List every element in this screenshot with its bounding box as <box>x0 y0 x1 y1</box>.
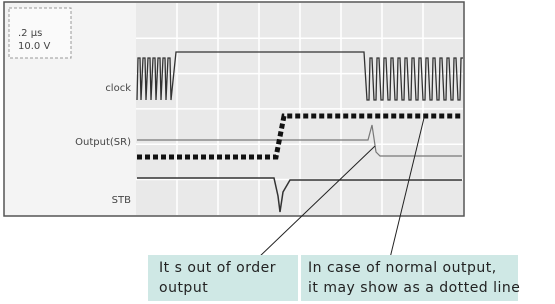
figure: .2 μs 10.0 V clock Output(SR) STB It s o… <box>0 0 555 304</box>
channel-label: STB <box>112 195 131 206</box>
annotation-text: output <box>159 280 208 296</box>
timebase: .2 μs <box>18 28 42 39</box>
page: .2 μs 10.0 V clock Output(SR) STB It s o… <box>0 0 555 304</box>
annotation-text: It s out of order <box>159 260 276 276</box>
annotation-text: it may show as a dotted line <box>308 280 520 296</box>
channel-label: Output(SR) <box>75 137 131 148</box>
voltage: 10.0 V <box>18 41 50 52</box>
channel-label: clock <box>105 83 131 94</box>
annotation-text: In case of normal output, <box>308 260 497 276</box>
